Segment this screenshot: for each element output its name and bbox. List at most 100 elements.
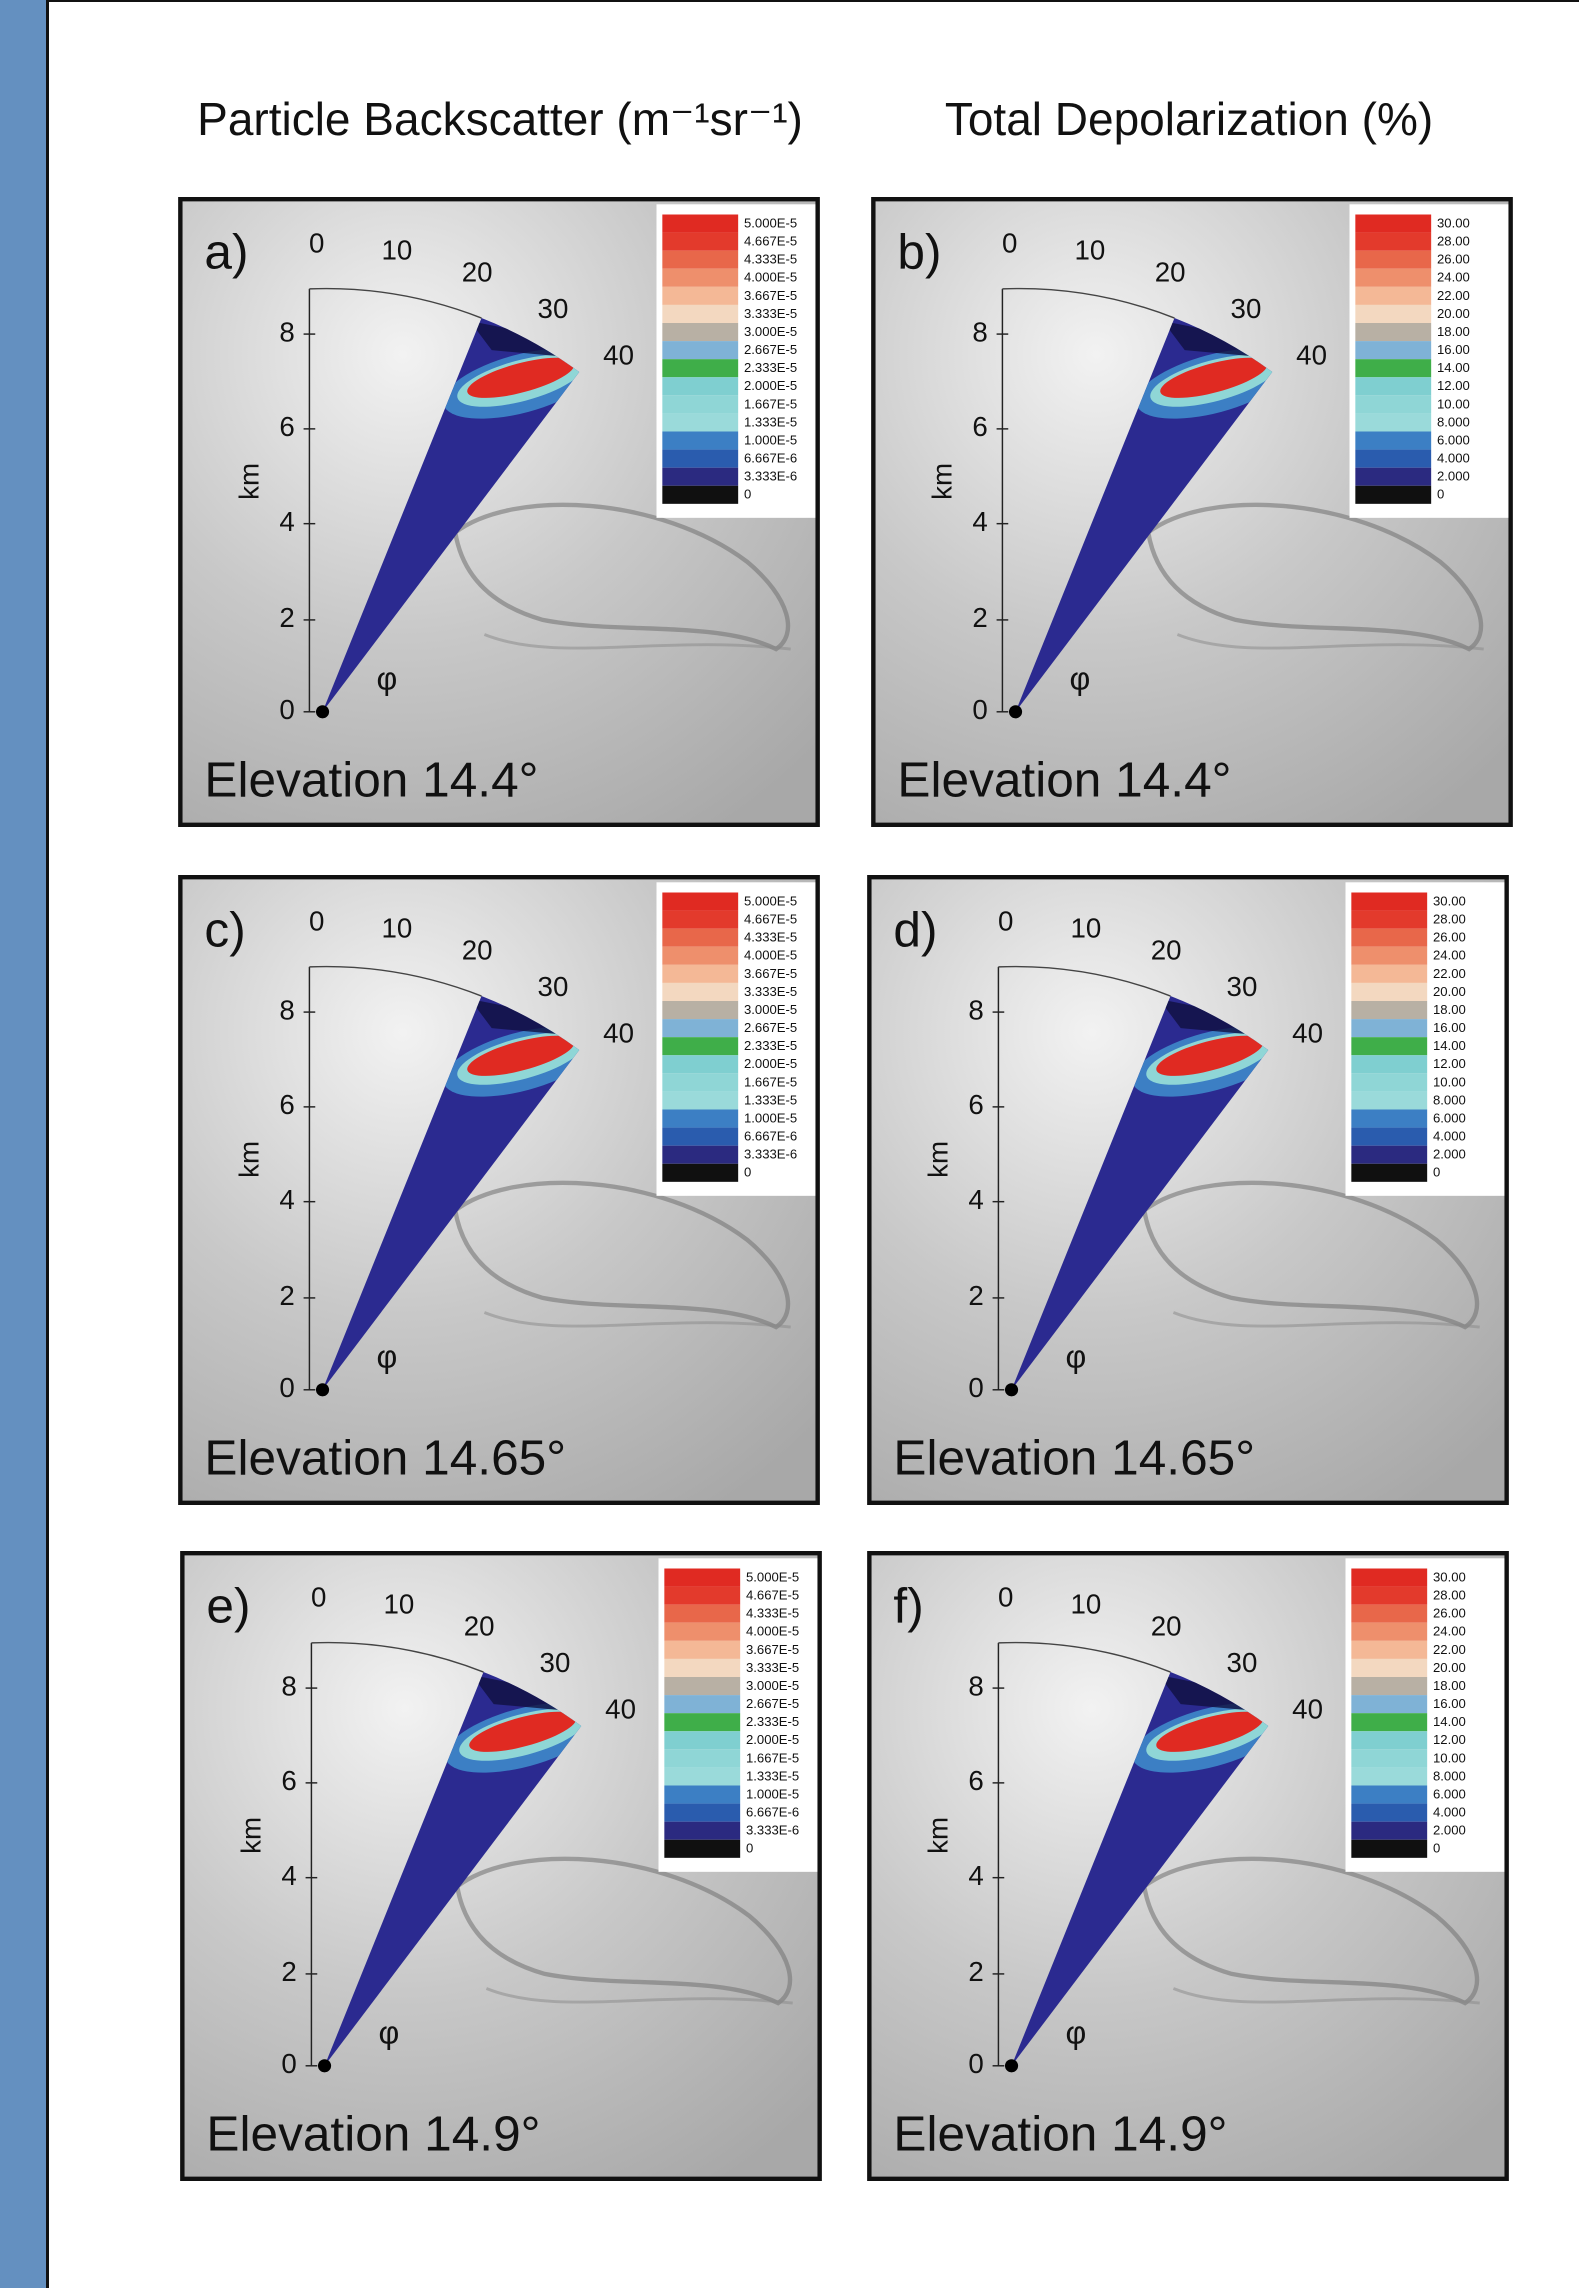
legend-swatch	[664, 1749, 740, 1767]
legend-label: 30.00	[1433, 893, 1466, 908]
angle-tick-label: 0	[309, 905, 324, 936]
legend-label: 16.00	[1437, 342, 1470, 357]
angle-tick-label: 30	[540, 1647, 571, 1678]
legend-label: 1.333E-5	[744, 1092, 797, 1107]
legend-label: 5.000E-5	[746, 1569, 799, 1584]
legend-swatch	[664, 1731, 740, 1749]
legend-swatch	[1351, 929, 1427, 947]
legend-swatch	[662, 377, 738, 395]
panel-label: b)	[897, 223, 941, 279]
legend-swatch	[1351, 1623, 1427, 1641]
legend-swatch	[1351, 1587, 1427, 1605]
range-tick-label: 0	[968, 1372, 983, 1403]
legend-swatch	[1351, 1786, 1427, 1804]
legend-swatch	[1355, 377, 1431, 395]
legend-label: 4.333E-5	[744, 930, 797, 945]
legend-swatch	[662, 323, 738, 341]
column-header: Total Depolarization (%)	[945, 92, 1433, 146]
legend-swatch	[1351, 1767, 1427, 1785]
angle-tick-label: 30	[1231, 293, 1262, 324]
legend-label: 4.000E-5	[744, 270, 797, 285]
angle-tick-label: 20	[1151, 935, 1182, 966]
panel-label: f)	[893, 1577, 923, 1633]
legend-label: 4.667E-5	[744, 234, 797, 249]
azimuth-symbol: φ	[377, 1339, 398, 1375]
legend-swatch	[664, 1659, 740, 1677]
angle-tick-label: 10	[382, 913, 413, 944]
legend-swatch	[1351, 1804, 1427, 1822]
legend-swatch	[662, 983, 738, 1001]
range-tick-label: 4	[968, 1860, 983, 1891]
angle-tick-label: 10	[384, 1589, 415, 1620]
range-tick-label: 0	[281, 2048, 296, 2079]
legend-swatch	[1351, 1840, 1427, 1858]
legend-label: 0	[1433, 1165, 1440, 1180]
legend-label: 26.00	[1433, 1606, 1466, 1621]
origin	[318, 2059, 331, 2072]
legend-swatch	[1355, 269, 1431, 287]
legend-swatch	[1351, 1164, 1427, 1182]
origin	[316, 705, 329, 718]
range-tick-label: 8	[968, 994, 983, 1025]
origin	[1005, 2059, 1018, 2072]
legend-swatch	[662, 450, 738, 468]
angle-tick-label: 0	[998, 905, 1013, 936]
range-tick-label: 4	[279, 506, 294, 537]
legend-label: 0	[746, 1841, 753, 1856]
range-tick-label: 4	[968, 1184, 983, 1215]
legend-swatch	[1351, 1146, 1427, 1164]
azimuth-symbol: φ	[1066, 2015, 1087, 2051]
legend-swatch	[1351, 893, 1427, 911]
legend-label: 0	[1437, 487, 1444, 502]
legend-label: 20.00	[1437, 306, 1470, 321]
origin	[1009, 705, 1022, 718]
legend-swatch	[664, 1641, 740, 1659]
azimuth-symbol: φ	[1066, 1339, 1087, 1375]
legend-swatch	[662, 432, 738, 450]
panel: 02468010203040kmφ30.0028.0026.0024.0022.…	[867, 875, 1509, 1505]
elevation-label: Elevation 14.9°	[893, 2105, 1227, 2161]
legend-label: 2.667E-5	[744, 342, 797, 357]
legend-label: 1.333E-5	[744, 414, 797, 429]
range-tick-label: 6	[279, 1089, 294, 1120]
legend-label: 28.00	[1433, 912, 1466, 927]
range-tick-label: 4	[972, 506, 987, 537]
legend-swatch	[1351, 983, 1427, 1001]
legend-label: 5.000E-5	[744, 893, 797, 908]
range-tick-label: 0	[972, 694, 987, 725]
legend-label: 12.00	[1433, 1056, 1466, 1071]
legend-swatch	[1351, 1073, 1427, 1091]
angle-tick-label: 20	[1151, 1611, 1182, 1642]
legend-swatch	[664, 1623, 740, 1641]
legend-swatch	[1355, 413, 1431, 431]
legend-swatch	[1351, 1605, 1427, 1623]
legend-label: 6.000	[1433, 1786, 1466, 1801]
legend-swatch	[662, 269, 738, 287]
legend-swatch	[662, 965, 738, 983]
legend-swatch	[664, 1786, 740, 1804]
legend-swatch	[662, 1128, 738, 1146]
legend-label: 4.000	[1433, 1129, 1466, 1144]
legend-swatch	[1355, 395, 1431, 413]
legend-label: 6.667E-6	[744, 451, 797, 466]
legend-label: 1.333E-5	[746, 1768, 799, 1783]
legend-label: 28.00	[1437, 234, 1470, 249]
legend-label: 8.000	[1433, 1768, 1466, 1783]
angle-tick-label: 20	[462, 257, 493, 288]
legend-swatch	[662, 413, 738, 431]
legend-swatch	[1351, 1019, 1427, 1037]
column-header: Particle Backscatter (m⁻¹sr⁻¹)	[197, 92, 803, 146]
legend-swatch	[1355, 468, 1431, 486]
legend-label: 4.333E-5	[746, 1606, 799, 1621]
panel-label: a)	[204, 223, 248, 279]
legend-label: 1.000E-5	[746, 1786, 799, 1801]
elevation-label: Elevation 14.9°	[206, 2105, 540, 2161]
legend-swatch	[1355, 341, 1431, 359]
legend-swatch	[1351, 1822, 1427, 1840]
azimuth-symbol: φ	[379, 2015, 400, 2051]
legend-label: 14.00	[1433, 1714, 1466, 1729]
legend-label: 3.000E-5	[744, 324, 797, 339]
range-tick-label: 6	[968, 1089, 983, 1120]
legend-swatch	[1355, 215, 1431, 233]
range-tick-label: 8	[281, 1670, 296, 1701]
